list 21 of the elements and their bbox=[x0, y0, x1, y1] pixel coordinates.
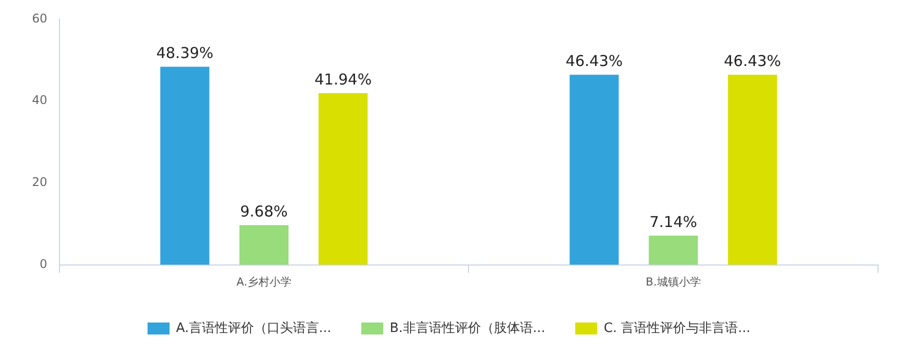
data-label: 7.14% bbox=[649, 212, 698, 231]
y-tick-label: 40 bbox=[32, 93, 48, 108]
data-label: 46.43% bbox=[724, 52, 782, 70]
data-label: 46.43% bbox=[566, 52, 623, 70]
bar bbox=[160, 66, 210, 265]
data-label: 9.68% bbox=[240, 202, 288, 221]
legend-label: A.言语性评价（口头语言... bbox=[176, 320, 332, 336]
data-label: 48.39% bbox=[156, 44, 214, 62]
bar bbox=[239, 225, 288, 265]
legend-label: C. 言语性评价与非言语... bbox=[604, 320, 750, 336]
bar bbox=[570, 74, 619, 265]
bar bbox=[648, 236, 698, 265]
bar bbox=[318, 93, 368, 265]
bar bbox=[728, 74, 777, 265]
data-label: 41.94% bbox=[314, 70, 372, 89]
x-tick-label: A.乡村小学 bbox=[236, 275, 292, 288]
x-tick-label: B.城镇小学 bbox=[646, 275, 701, 288]
y-tick-label: 60 bbox=[32, 11, 48, 26]
legend-label: B.非言语性评价（肢体语... bbox=[390, 320, 546, 336]
y-tick-label: 20 bbox=[32, 175, 48, 190]
y-tick-label: 0 bbox=[40, 256, 48, 271]
